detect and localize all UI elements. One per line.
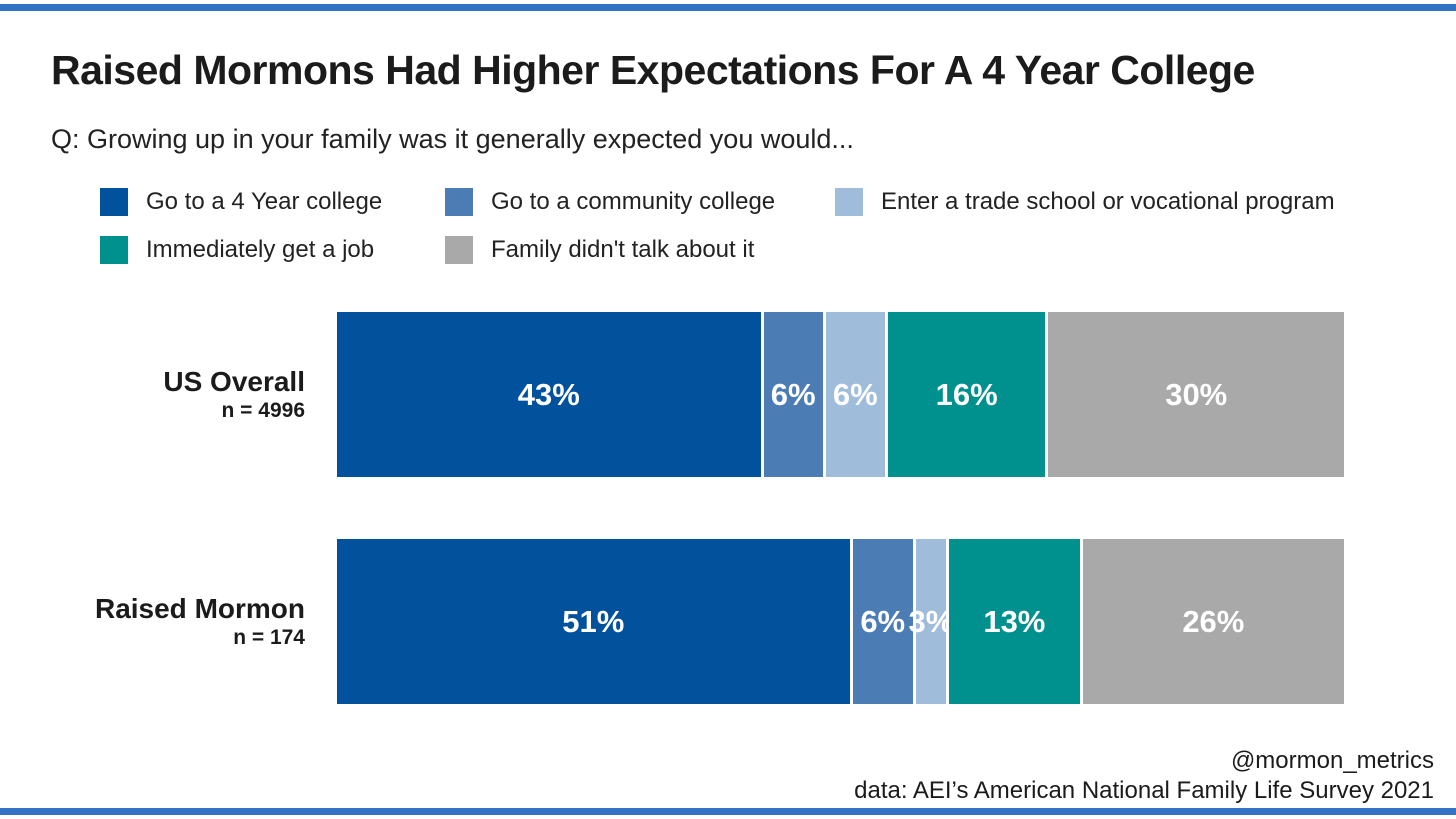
chart-footer: @mormon_metrics data: AEI’s American Nat… bbox=[854, 746, 1434, 806]
bar-segment-value: 13% bbox=[983, 603, 1046, 639]
bar-segment-value: 26% bbox=[1182, 603, 1245, 639]
bar-segment: 43% bbox=[337, 312, 761, 478]
legend-label: Family didn't talk about it bbox=[491, 236, 755, 264]
page-title: Raised Mormons Had Higher Expectations F… bbox=[51, 47, 1255, 93]
row-label-box: Raised Mormon n = 174 bbox=[0, 539, 337, 704]
bar-segment-value: 51% bbox=[562, 603, 625, 639]
bar-segment: 3% bbox=[909, 539, 953, 705]
bar-segment: 51% bbox=[337, 539, 850, 705]
bar-segment-value: 3% bbox=[908, 603, 954, 639]
legend-swatch bbox=[835, 188, 863, 217]
bar-segment-value: 6% bbox=[770, 376, 816, 412]
chart-row: US Overall n = 4996 43% 6% 6% 16% 30% bbox=[0, 312, 1456, 478]
row-sample-size: n = 174 bbox=[233, 626, 305, 650]
bar-segment: 30% bbox=[1048, 312, 1344, 478]
legend-item: Immediately get a job bbox=[100, 235, 445, 265]
legend-swatch bbox=[445, 236, 473, 265]
bar-segment-value: 6% bbox=[832, 376, 878, 412]
legend-swatch bbox=[100, 236, 128, 265]
stacked-bar: 43% 6% 6% 16% 30% bbox=[337, 312, 1344, 478]
legend-label: Immediately get a job bbox=[146, 236, 375, 264]
bar-segment-value: 43% bbox=[517, 376, 580, 412]
bar-segment: 6% bbox=[825, 312, 885, 478]
bar-segment: 6% bbox=[852, 539, 913, 705]
legend-label: Enter a trade school or vocational progr… bbox=[881, 188, 1335, 216]
chart-question: Q: Growing up in your family was it gene… bbox=[51, 124, 854, 155]
data-source: data: AEI’s American National Family Lif… bbox=[854, 777, 1434, 804]
legend-label: Go to a community college bbox=[491, 188, 776, 216]
bar-segment-value: 30% bbox=[1165, 376, 1228, 412]
chart-row: Raised Mormon n = 174 51% 6% 3% 13% 26% bbox=[0, 539, 1456, 705]
legend-label: Go to a 4 Year college bbox=[146, 188, 383, 216]
row-label: Raised Mormon bbox=[94, 593, 305, 625]
top-accent-bar bbox=[0, 4, 1456, 11]
bar-segment-value: 6% bbox=[860, 603, 906, 639]
bar-segment: 6% bbox=[763, 312, 823, 478]
legend-swatch bbox=[100, 188, 128, 217]
row-sample-size: n = 4996 bbox=[221, 399, 305, 423]
legend-swatch bbox=[445, 188, 473, 217]
legend-item: Enter a trade school or vocational progr… bbox=[835, 187, 1344, 217]
bar-segment: 26% bbox=[1082, 539, 1344, 705]
legend-item: Go to a community college bbox=[445, 187, 835, 217]
author-handle: @mormon_metrics bbox=[1230, 747, 1434, 774]
legend-item: Go to a 4 Year college bbox=[100, 187, 445, 217]
bar-segment-value: 16% bbox=[935, 376, 998, 412]
row-label-box: US Overall n = 4996 bbox=[0, 312, 337, 477]
bottom-accent-bar bbox=[0, 808, 1456, 815]
legend-item: Family didn't talk about it bbox=[445, 235, 835, 265]
legend: Go to a 4 Year college Go to a community … bbox=[100, 187, 1344, 265]
row-label: US Overall bbox=[163, 366, 305, 398]
bar-segment: 16% bbox=[887, 312, 1046, 478]
stacked-bar-chart: US Overall n = 4996 43% 6% 6% 16% 30% Raised Mo… bbox=[0, 312, 1456, 705]
stacked-bar: 51% 6% 3% 13% 26% bbox=[337, 539, 1344, 705]
bar-segment: 13% bbox=[949, 539, 1080, 705]
